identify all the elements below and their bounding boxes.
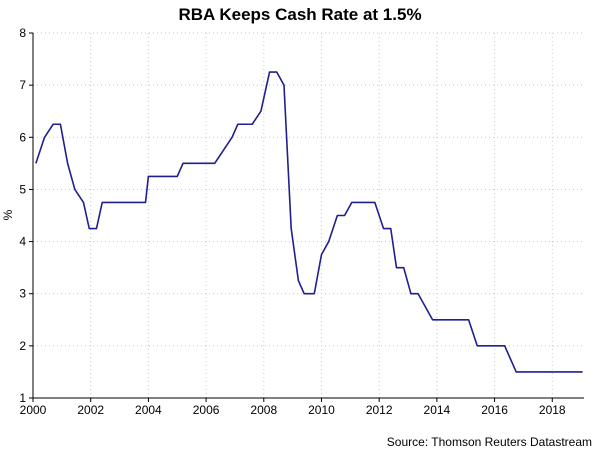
source-note: Source: Thomson Reuters Datastream — [387, 435, 592, 449]
y-tick-label: 7 — [19, 78, 26, 92]
x-tick-label: 2008 — [250, 403, 277, 417]
x-tick-label: 2010 — [308, 403, 335, 417]
gridlines — [33, 32, 584, 398]
y-tick-label: 4 — [19, 235, 26, 249]
y-axis-ticks: 1 2 3 4 5 6 7 8 — [19, 26, 33, 405]
y-tick-label: 5 — [19, 182, 26, 196]
x-tick-label: 2016 — [481, 403, 508, 417]
x-tick-label: 2012 — [366, 403, 393, 417]
y-tick-label: 6 — [19, 130, 26, 144]
x-tick-label: 2006 — [193, 403, 220, 417]
x-tick-label: 2018 — [539, 403, 566, 417]
y-axis-label: % — [1, 209, 15, 220]
x-axis-ticks: 2000 2002 2004 2006 2008 2010 2012 2014 2016 2018 — [20, 398, 566, 417]
x-tick-label: 2002 — [77, 403, 104, 417]
cash-rate-line — [35, 71, 583, 373]
y-tick-label: 8 — [19, 26, 26, 40]
y-tick-label: 3 — [19, 287, 26, 301]
y-tick-label: 1 — [19, 391, 26, 405]
y-tick-label: 2 — [19, 339, 26, 353]
x-tick-label: 2004 — [135, 403, 162, 417]
series-layer — [35, 71, 583, 373]
x-tick-label: 2014 — [424, 403, 451, 417]
axes — [32, 33, 584, 399]
x-tick-label: 2000 — [20, 403, 47, 417]
chart-title: RBA Keeps Cash Rate at 1.5% — [178, 5, 421, 24]
